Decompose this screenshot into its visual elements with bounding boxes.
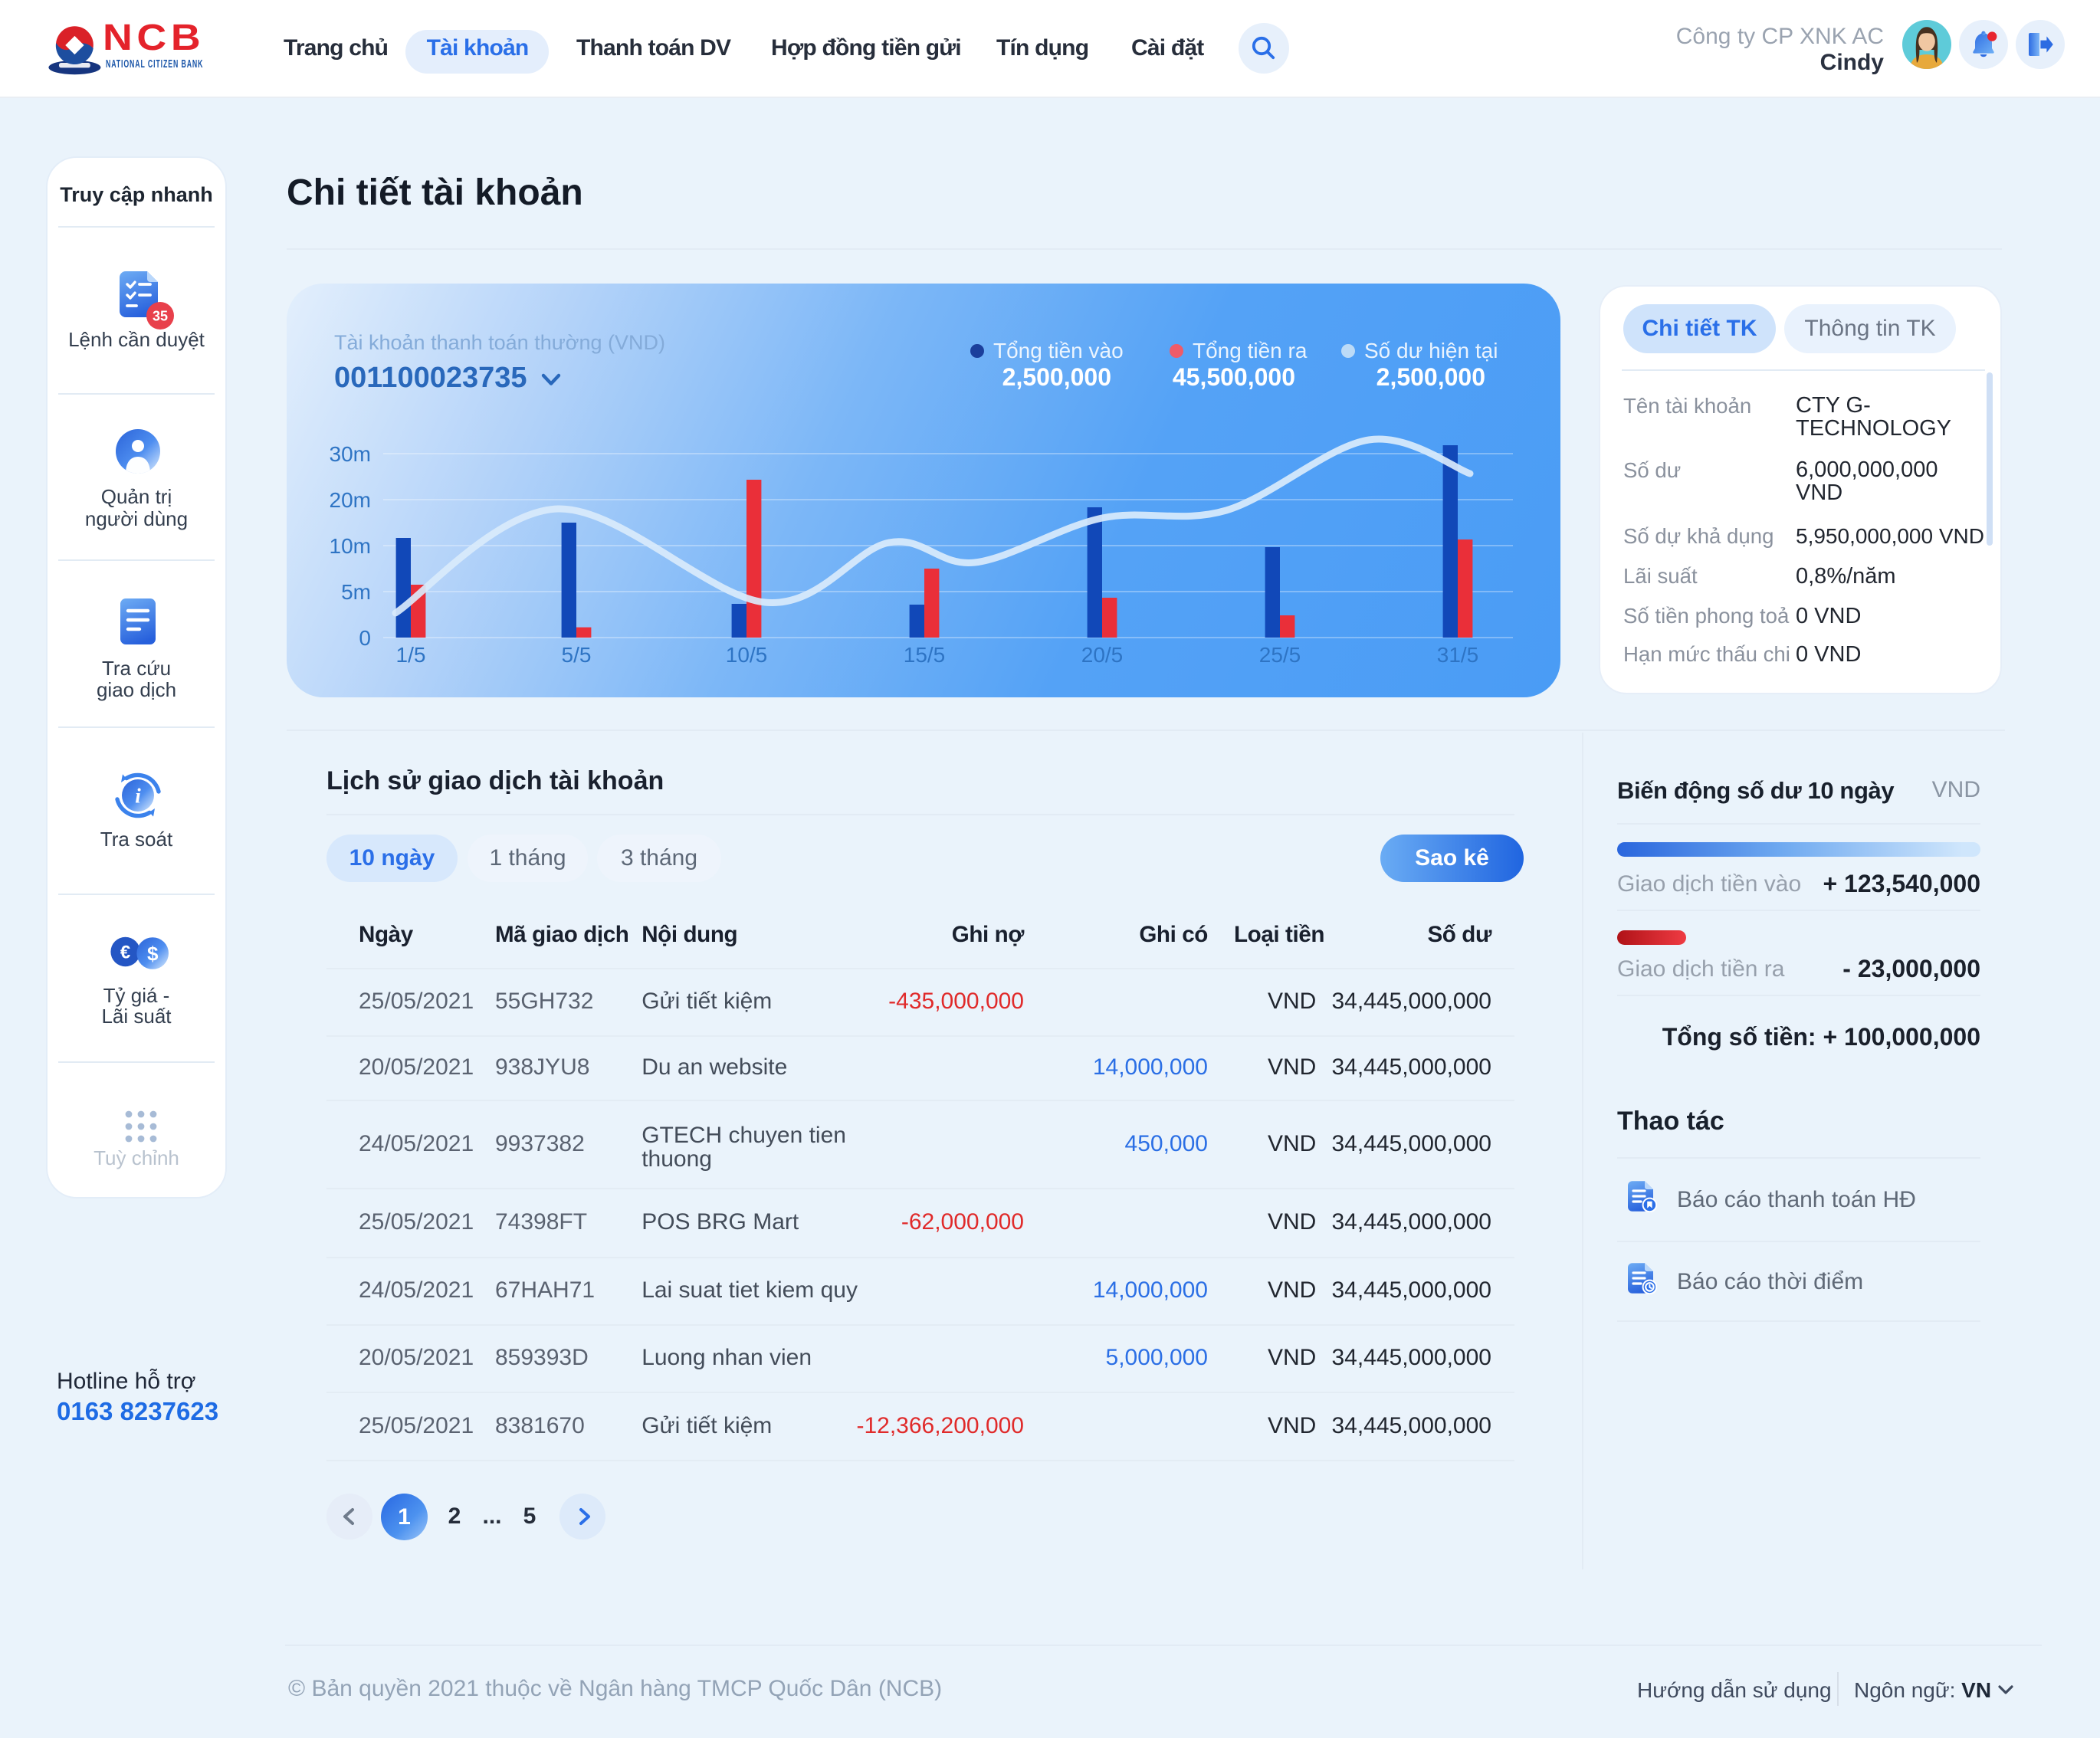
svg-text:1/5: 1/5 [396, 643, 426, 667]
svg-text:10/5: 10/5 [726, 643, 768, 667]
svg-text:5m: 5m [341, 580, 371, 604]
svg-text:31/5: 31/5 [1437, 643, 1479, 667]
svg-text:0: 0 [359, 626, 371, 650]
svg-text:$: $ [147, 943, 159, 966]
svg-text:15/5: 15/5 [904, 643, 946, 667]
svg-text:20m: 20m [330, 488, 371, 512]
svg-text:35: 35 [153, 309, 168, 324]
svg-text:30m: 30m [330, 442, 371, 466]
svg-text:i: i [135, 784, 141, 807]
svg-text:€: € [120, 943, 130, 963]
svg-text:5/5: 5/5 [562, 643, 592, 667]
svg-text:25/5: 25/5 [1259, 643, 1301, 667]
svg-text:20/5: 20/5 [1081, 643, 1124, 667]
svg-text:10m: 10m [330, 534, 371, 558]
